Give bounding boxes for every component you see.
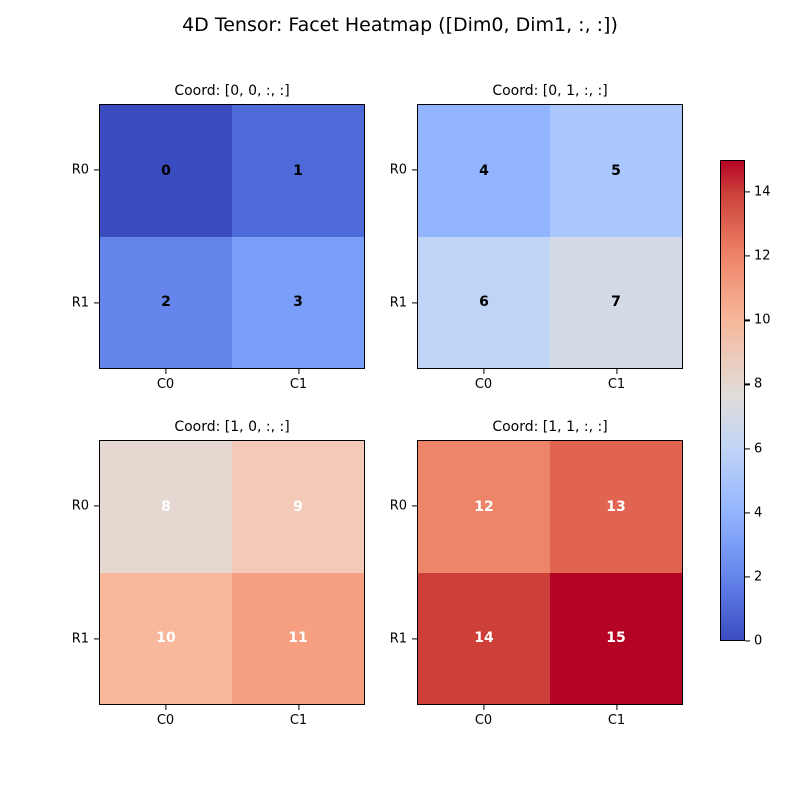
- y-axis-tick-label: R0: [389, 162, 407, 178]
- y-axis-tick-label: R1: [389, 631, 407, 647]
- x-axis-tick-mark: [482, 369, 485, 374]
- figure-title: 4D Tensor: Facet Heatmap ([Dim0, Dim1, :…: [182, 14, 618, 36]
- y-axis-tick-label: R1: [71, 295, 89, 311]
- x-axis-tick-mark: [615, 369, 618, 374]
- cell-value-label: 14: [474, 630, 494, 647]
- y-axis-tick-label: R0: [71, 162, 89, 178]
- colorbar-tick-label: 14: [754, 184, 771, 200]
- heatmap-cell: 2: [100, 236, 232, 368]
- y-axis-tick-mark: [94, 638, 99, 640]
- heatmap-cell: 14: [418, 572, 550, 704]
- cell-value-label: 8: [161, 498, 171, 515]
- colorbar-tick-label: 2: [754, 569, 763, 585]
- cell-value-label: 5: [611, 162, 621, 179]
- heatmap-cell: 5: [550, 105, 682, 237]
- x-axis-tick-label: C0: [156, 713, 175, 728]
- colorbar-tick-label: 12: [754, 248, 771, 264]
- colorbar-tick-mark: [745, 319, 750, 321]
- colorbar-tick-label: 8: [754, 376, 763, 392]
- cell-value-label: 7: [611, 294, 621, 311]
- y-axis-tick-label: R0: [389, 498, 407, 514]
- y-axis-tick-mark: [94, 505, 99, 507]
- colorbar-tick-label: 0: [754, 633, 763, 649]
- heatmap-cell: 11: [232, 572, 364, 704]
- x-axis-tick-mark: [482, 705, 485, 710]
- cell-value-label: 13: [606, 498, 626, 515]
- y-axis-tick-mark: [94, 169, 99, 171]
- colorbar-tick-label: 6: [754, 441, 763, 457]
- facet-title: Coord: [1, 1, :, :]: [492, 419, 608, 435]
- x-axis-tick-mark: [297, 369, 300, 374]
- heatmap-cell: 12: [418, 441, 550, 573]
- x-axis-tick-mark: [164, 369, 167, 374]
- cell-value-label: 15: [606, 630, 626, 647]
- heatmap-cell: 1: [232, 105, 364, 237]
- colorbar-tick-mark: [745, 191, 750, 193]
- heatmap-cell: 8: [100, 441, 232, 573]
- colorbar: 0 2 4 6 8 10 12 14: [720, 160, 771, 649]
- facet-title: Coord: [0, 1, :, :]: [492, 83, 608, 99]
- cell-value-label: 6: [479, 294, 489, 311]
- colorbar-tick-mark: [745, 576, 750, 578]
- heatmap-cell: 13: [550, 441, 682, 573]
- y-axis-tick-mark: [412, 169, 417, 171]
- x-axis-tick-mark: [164, 705, 167, 710]
- heatmap-cell: 9: [232, 441, 364, 573]
- colorbar-gradient: [720, 160, 745, 641]
- y-axis-tick-label: R1: [389, 295, 407, 311]
- x-axis-tick-mark: [297, 705, 300, 710]
- y-axis-tick-mark: [412, 638, 417, 640]
- cell-value-label: 2: [161, 294, 171, 311]
- x-axis-tick-label: C0: [474, 713, 493, 728]
- x-axis-tick-label: C1: [607, 713, 626, 728]
- cell-value-label: 11: [288, 630, 308, 647]
- y-axis-tick-label: R0: [71, 498, 89, 514]
- x-axis-tick-label: C0: [474, 377, 493, 392]
- x-axis-tick-label: C1: [289, 713, 308, 728]
- facet-heatmap: Coord: [0, 1, :, :] 4 5 6 7 R0 R1 C0 C1: [390, 83, 683, 392]
- colorbar-tick-mark: [745, 640, 750, 642]
- cell-value-label: 4: [479, 162, 489, 179]
- facet-heatmap: Coord: [1, 1, :, :] 12 13 14 15 R0 R1 C0 C1: [390, 419, 683, 728]
- facet-heatmap: Coord: [0, 0, :, :] 0 1 2 3 R0 R1 C0 C1: [72, 83, 365, 392]
- heatmap-grid: 8 9 10 11: [99, 440, 365, 705]
- heatmap-grid: 0 1 2 3: [99, 104, 365, 369]
- y-axis-tick-label: R1: [71, 631, 89, 647]
- cell-value-label: 10: [156, 630, 176, 647]
- heatmap-cell: 4: [418, 105, 550, 237]
- colorbar-tick-mark: [745, 255, 750, 257]
- y-axis-tick-mark: [412, 302, 417, 304]
- facet-title: Coord: [0, 0, :, :]: [174, 83, 290, 99]
- heatmap-cell: 7: [550, 236, 682, 368]
- x-axis-tick-mark: [615, 705, 618, 710]
- heatmap-cell: 0: [100, 105, 232, 237]
- heatmap-cell: 3: [232, 236, 364, 368]
- colorbar-tick-label: 4: [754, 505, 763, 521]
- colorbar-tick-label: 10: [754, 312, 771, 328]
- cell-value-label: 1: [293, 162, 303, 179]
- cell-value-label: 9: [293, 498, 303, 515]
- y-axis-tick-mark: [412, 505, 417, 507]
- cell-value-label: 0: [161, 162, 171, 179]
- colorbar-tick-mark: [745, 512, 750, 514]
- heatmap-cell: 10: [100, 572, 232, 704]
- colorbar-tick-mark: [745, 448, 750, 450]
- x-axis-tick-label: C1: [607, 377, 626, 392]
- cell-value-label: 3: [293, 294, 303, 311]
- heatmap-cell: 15: [550, 572, 682, 704]
- facet-title: Coord: [1, 0, :, :]: [174, 419, 290, 435]
- x-axis-tick-label: C1: [289, 377, 308, 392]
- heatmap-cell: 6: [418, 236, 550, 368]
- y-axis-tick-mark: [94, 302, 99, 304]
- heatmap-grid: 12 13 14 15: [417, 440, 683, 705]
- x-axis-tick-label: C0: [156, 377, 175, 392]
- colorbar-tick-mark: [745, 383, 750, 386]
- facet-heatmap: Coord: [1, 0, :, :] 8 9 10 11 R0 R1 C0 C1: [72, 419, 365, 728]
- heatmap-grid: 4 5 6 7: [417, 104, 683, 369]
- cell-value-label: 12: [474, 498, 494, 515]
